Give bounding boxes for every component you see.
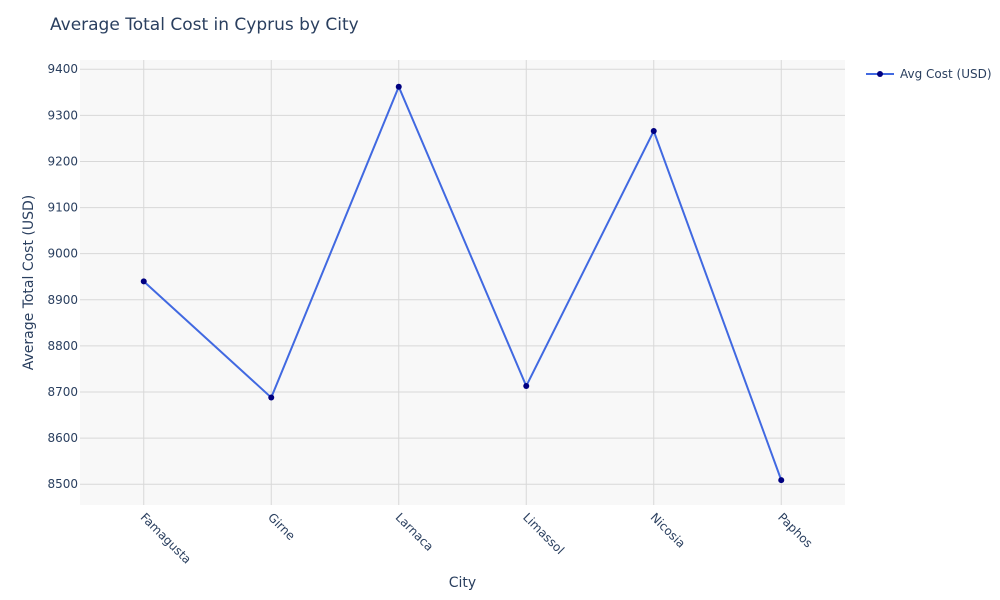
legend-label: Avg Cost (USD) xyxy=(900,67,992,81)
x-axis-ticks: Famagusta Girne Larnaca Limassol Nicosia Paph… xyxy=(138,510,816,566)
data-point-paphos[interactable] xyxy=(778,477,785,484)
plot-area xyxy=(80,60,845,505)
y-tick-label: 8700 xyxy=(47,385,78,399)
data-point-nicosia[interactable] xyxy=(650,128,657,135)
x-tick-label: Paphos xyxy=(775,510,815,550)
y-tick-label: 8900 xyxy=(47,293,78,307)
x-axis-title: City xyxy=(449,575,476,591)
x-tick-label: Girne xyxy=(265,510,298,543)
y-tick-label: 9300 xyxy=(47,108,78,122)
y-tick-label: 9000 xyxy=(47,247,78,261)
y-tick-label: 9400 xyxy=(47,62,78,76)
y-tick-label: 8500 xyxy=(47,477,78,491)
data-point-larnaca[interactable] xyxy=(395,83,402,90)
data-point-limassol[interactable] xyxy=(523,383,530,390)
y-tick-label: 8800 xyxy=(47,339,78,353)
y-tick-label: 9100 xyxy=(47,201,78,215)
data-point-girne[interactable] xyxy=(268,394,275,401)
y-axis-ticks: 8500 8600 8700 8800 8900 9000 9100 9200 9300 9400 xyxy=(47,62,78,491)
y-tick-label: 9200 xyxy=(47,154,78,168)
data-point-famagusta[interactable] xyxy=(140,278,147,285)
x-tick-label: Famagusta xyxy=(138,510,194,566)
legend-marker-swatch xyxy=(877,71,883,77)
series-line xyxy=(143,84,783,481)
series-layer xyxy=(140,83,785,484)
x-tick-label: Larnaca xyxy=(393,510,437,554)
legend[interactable]: Avg Cost (USD) xyxy=(866,67,992,81)
y-tick-label: 8600 xyxy=(47,431,78,445)
y-axis-title: Average Total Cost (USD) xyxy=(21,195,37,371)
x-tick-label: Limassol xyxy=(520,510,567,557)
chart-title: Average Total Cost in Cyprus by City xyxy=(50,15,359,35)
x-tick-label: Nicosia xyxy=(648,510,688,550)
